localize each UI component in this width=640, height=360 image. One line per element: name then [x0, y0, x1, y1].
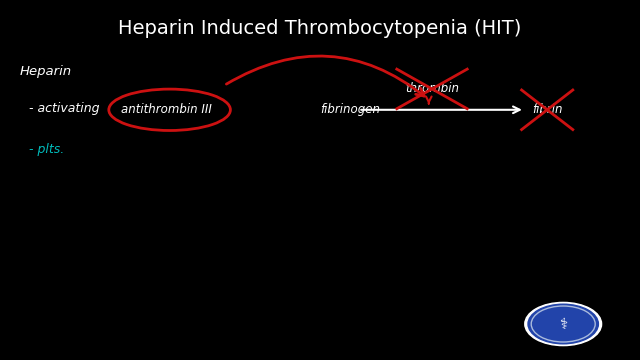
Text: Heparin: Heparin [19, 66, 71, 78]
Text: thrombin: thrombin [405, 82, 459, 95]
Circle shape [528, 304, 598, 344]
Text: fibrinogen: fibrinogen [320, 103, 380, 116]
Text: antithrombin III: antithrombin III [121, 103, 212, 116]
Text: ⚕: ⚕ [559, 316, 567, 332]
Text: - plts.: - plts. [29, 143, 64, 156]
Circle shape [525, 302, 602, 346]
Text: fibrin: fibrin [532, 103, 563, 116]
Text: Heparin Induced Thrombocytopenia (HIT): Heparin Induced Thrombocytopenia (HIT) [118, 19, 522, 38]
Text: - activating: - activating [29, 102, 99, 114]
